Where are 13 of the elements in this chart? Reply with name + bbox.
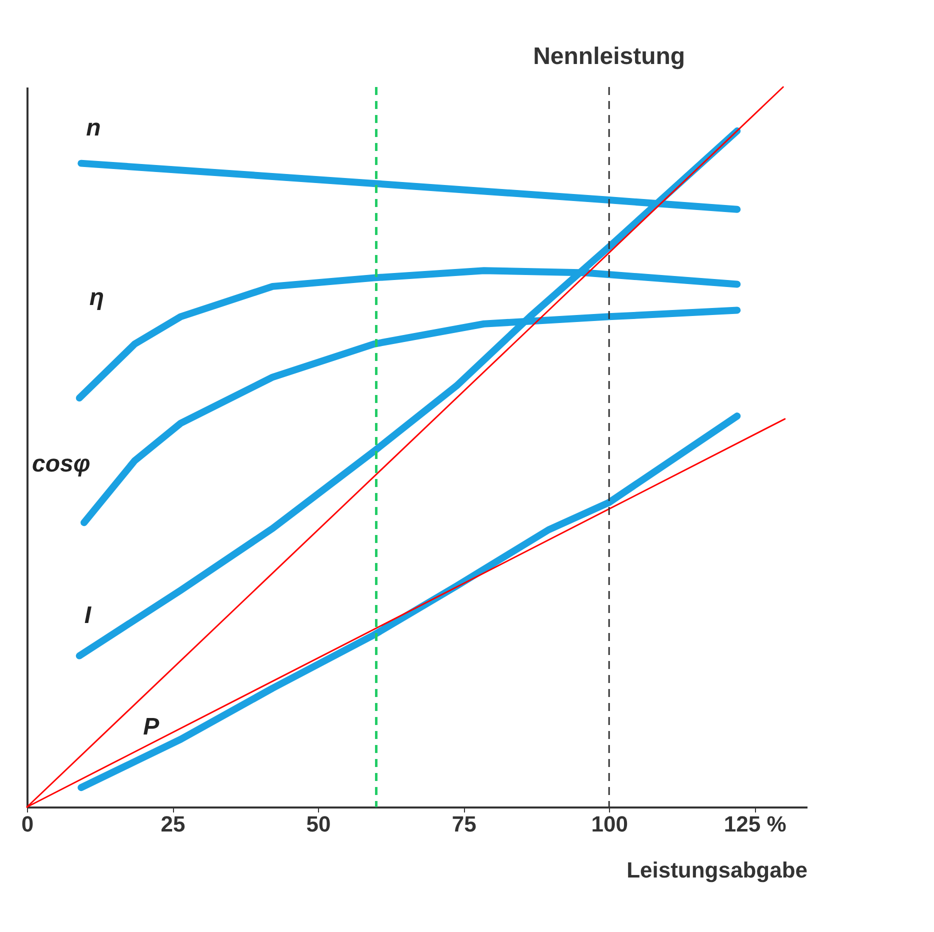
x-tick-label: 0 [21, 812, 34, 836]
series-label: cosφ [32, 450, 90, 478]
x-tick-label: 125 % [724, 812, 786, 836]
ref-line-label: Nennleistung [533, 43, 686, 70]
x-axis-title: Leistungsabgabe [626, 858, 808, 882]
x-tick-label: 100 [591, 812, 628, 836]
series-label: I [84, 602, 92, 629]
x-tick-label: 50 [306, 812, 331, 836]
x-tick-label: 75 [452, 812, 476, 836]
series-label: n [86, 114, 101, 142]
x-tick-label: 25 [160, 812, 186, 836]
series-label: P [143, 714, 160, 741]
series-label: η [89, 284, 104, 312]
